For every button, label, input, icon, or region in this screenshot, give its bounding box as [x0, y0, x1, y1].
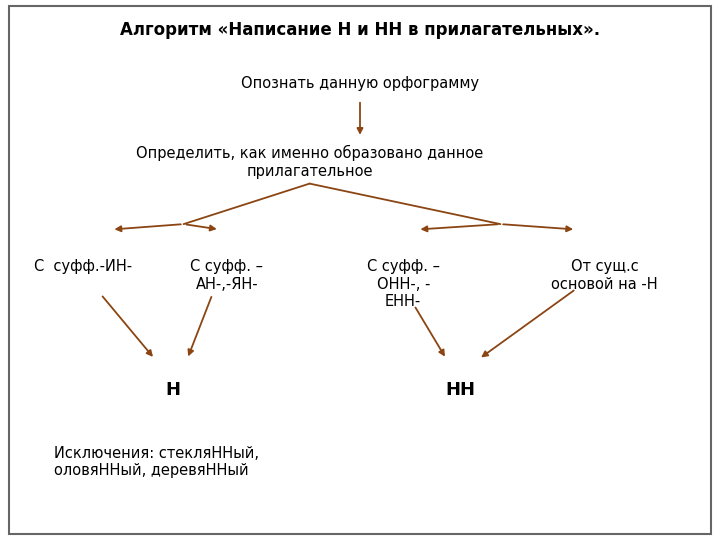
Text: Опознать данную орфограмму: Опознать данную орфограмму — [241, 76, 479, 91]
Text: Исключения: стекляННый,
оловяННый, деревяННый: Исключения: стекляННый, оловяННый, дерев… — [54, 446, 259, 478]
Text: НН: НН — [446, 381, 476, 399]
Text: Н: Н — [166, 381, 180, 399]
Text: С суфф. –
ОНН-, -
ЕНН-: С суфф. – ОНН-, - ЕНН- — [366, 259, 440, 309]
Text: С  суфф.-ИН-: С суфф.-ИН- — [34, 259, 132, 274]
FancyBboxPatch shape — [9, 6, 711, 534]
Text: От сущ.с
основой на -Н: От сущ.с основой на -Н — [552, 259, 658, 292]
Text: С суфф. –
АН-,-ЯН-: С суфф. – АН-,-ЯН- — [190, 259, 264, 292]
Text: Алгоритм «Написание Н и НН в прилагательных».: Алгоритм «Написание Н и НН в прилагатель… — [120, 21, 600, 39]
Text: Определить, как именно образовано данное
прилагательное: Определить, как именно образовано данное… — [136, 145, 483, 179]
